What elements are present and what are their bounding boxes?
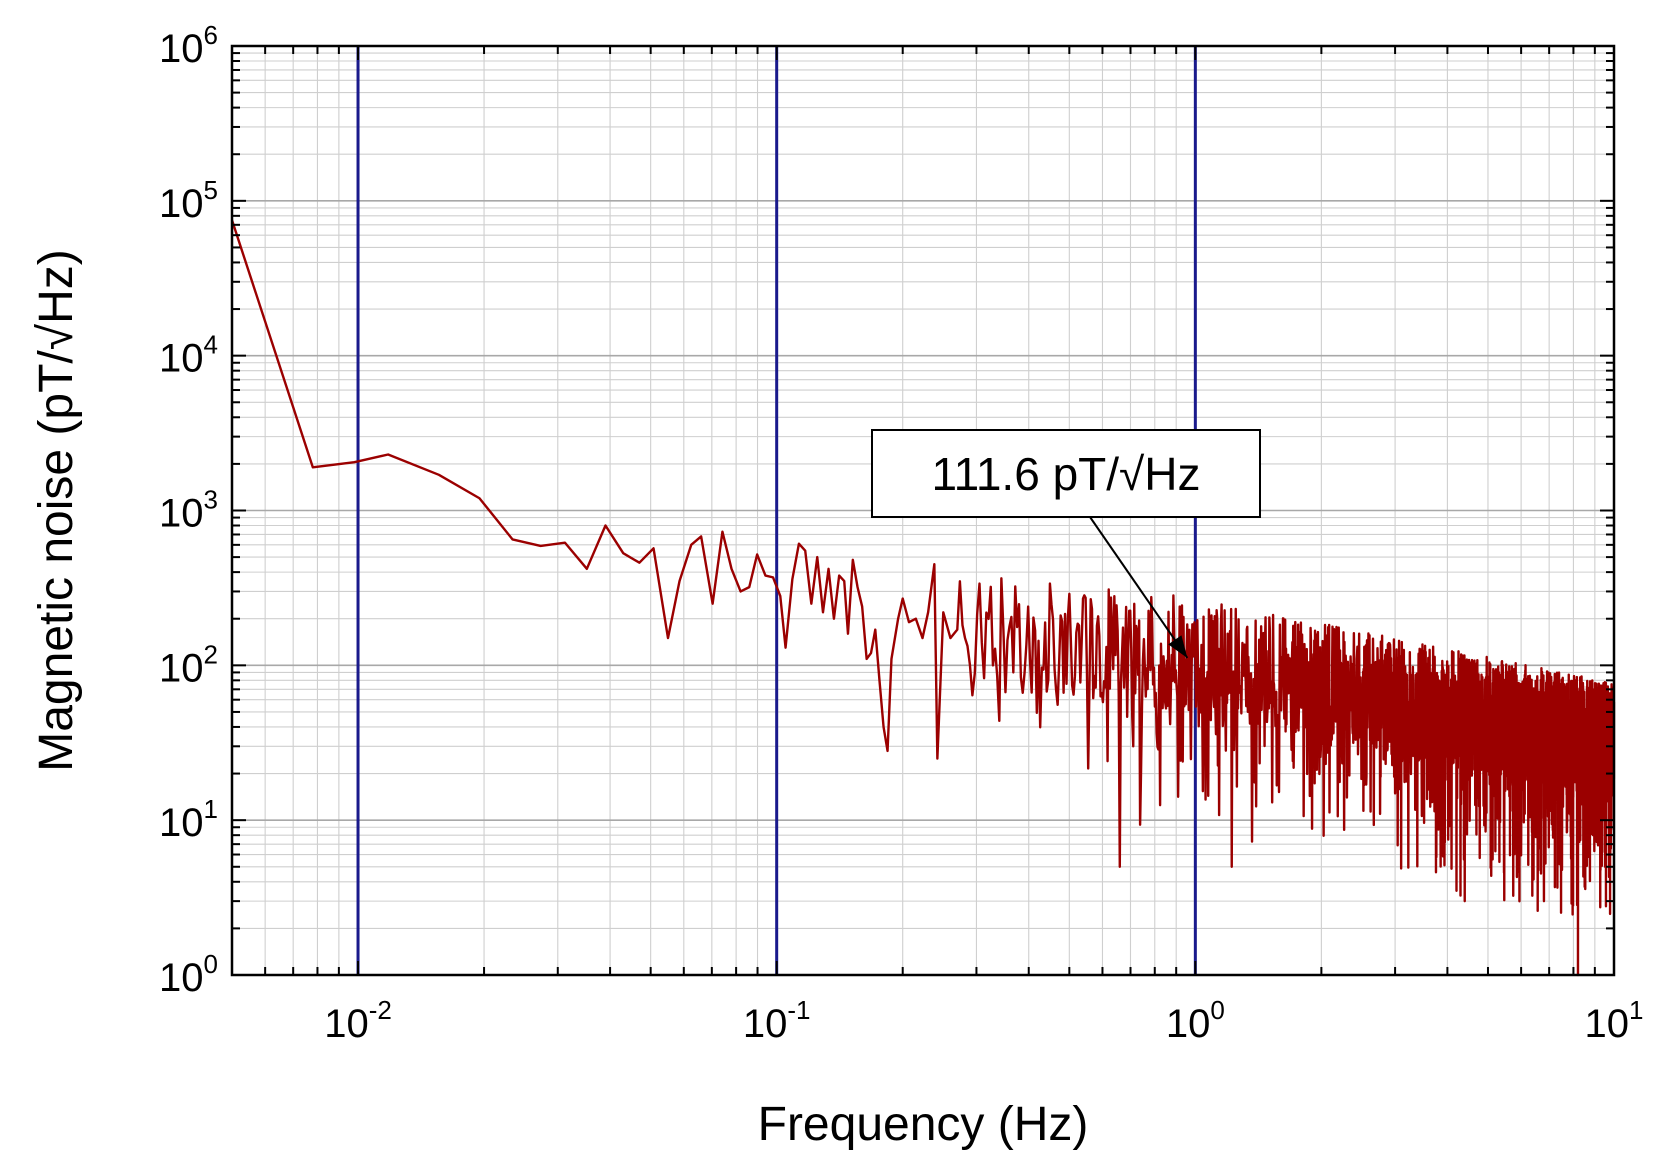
axis-ticks	[231, 45, 1615, 976]
series-layer	[230, 219, 1616, 977]
y-axis-title: Magnetic noise (pT/√Hz)	[30, 249, 83, 772]
y-tick-label: 102	[159, 639, 218, 690]
annotation-arrowhead	[1168, 635, 1188, 658]
y-tick-label: 104	[159, 330, 218, 381]
x-axis-title: Frequency (Hz)	[758, 1098, 1089, 1151]
x-tick-label: 101	[1585, 995, 1644, 1046]
x-tick-labels: 10-2 10-1 100 101	[324, 995, 1643, 1046]
y-tick-label: 101	[159, 794, 218, 845]
x-tick-label: 100	[1166, 995, 1225, 1046]
y-tick-label: 103	[159, 485, 218, 536]
y-tick-label: 105	[159, 175, 218, 226]
x-tick-label: 10-2	[324, 995, 392, 1046]
y-tick-label: 106	[159, 20, 218, 71]
annotation-group: 111.6 pT/√Hz	[871, 429, 1261, 659]
annotation-box	[871, 429, 1261, 518]
annotation-arrow	[1089, 516, 1189, 659]
annotation-label: 111.6 pT/√Hz	[932, 448, 1201, 500]
y-tick-label: 100	[159, 949, 218, 1000]
noise-series-line	[230, 219, 1616, 977]
x-tick-label: 10-1	[743, 995, 811, 1046]
y-tick-labels: 100 101 102 103 104 105 106	[159, 20, 218, 1000]
